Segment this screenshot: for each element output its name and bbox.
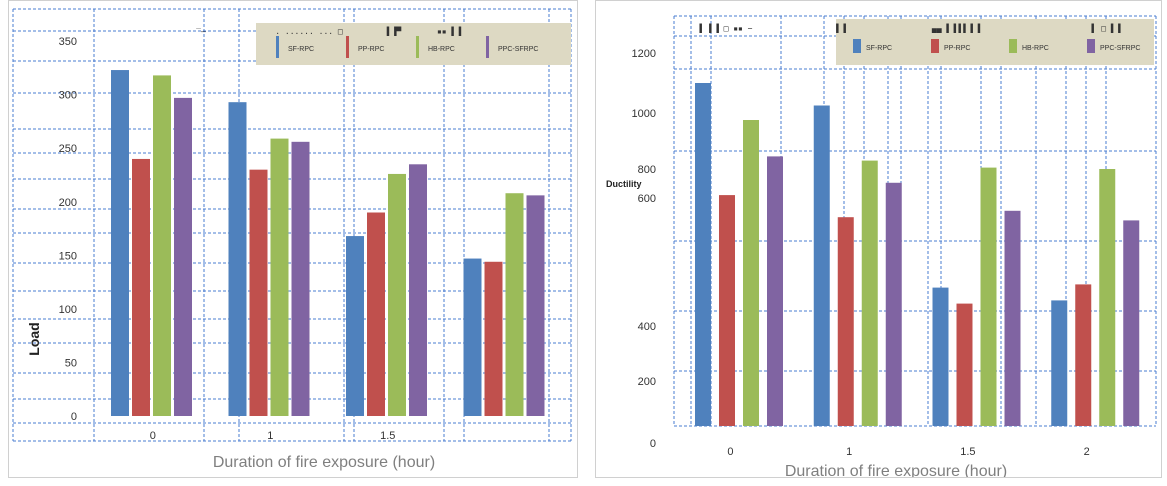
load-chart-panel: 0 50 100 150 200 250 300 350 0 1 1.5 Duration of fi… xyxy=(8,0,578,478)
y-tick-label: 250 xyxy=(59,143,77,155)
legend-garble: ▌ ▌▐ □ ▪▪ − xyxy=(699,23,753,33)
bar xyxy=(813,105,830,426)
bar xyxy=(346,236,364,416)
bar xyxy=(932,287,949,426)
bar xyxy=(505,193,524,416)
x-tick-label: 1.5 xyxy=(960,446,975,458)
legend-label: PP-RPC xyxy=(944,45,970,52)
bar xyxy=(463,258,482,416)
x-tick-label: 0 xyxy=(727,446,733,458)
bar xyxy=(526,195,545,416)
legend-garble: ▪▪ ▌▐ xyxy=(437,26,461,36)
x-axis-label: Duration of fire exposure (hour) xyxy=(785,463,1007,477)
bar xyxy=(980,167,997,426)
legend-garble: ▌▐▀ xyxy=(386,26,402,36)
y-tick-label: 200 xyxy=(638,376,656,388)
x-tick-label: 0 xyxy=(150,430,156,442)
ductility-chart: 0 200 400 600 800 1000 1200 Ductility 0 1 1.5 2 Dura… xyxy=(606,15,1157,477)
legend-swatch xyxy=(416,36,419,58)
legend-label: PP-RPC xyxy=(358,46,384,53)
bar xyxy=(695,83,711,426)
bar xyxy=(228,102,247,416)
bar xyxy=(388,173,406,416)
legend-swatch xyxy=(276,36,279,58)
legend-swatch xyxy=(346,36,349,58)
y-tick-label: 400 xyxy=(638,321,656,333)
legend-swatch xyxy=(486,36,489,58)
bar xyxy=(861,160,878,426)
y-tick-label: 0 xyxy=(650,438,656,450)
y-tick-label: 150 xyxy=(59,250,77,262)
y-tick-label: 1200 xyxy=(632,48,656,60)
legend-box xyxy=(836,19,1154,65)
bar xyxy=(1099,169,1116,426)
y-tick-label: 600 xyxy=(638,193,656,205)
legend-garble: ‾— xyxy=(196,27,206,36)
bar xyxy=(132,158,150,416)
legend-garble: ▌▐ xyxy=(835,23,846,33)
legend-label: SF-RPC xyxy=(288,46,314,53)
y-axis-label: Ductility xyxy=(606,179,642,189)
y-tick-label: 50 xyxy=(65,357,77,369)
y-tick-label: 200 xyxy=(59,197,77,209)
legend-garble: ▄▄ ▌▐▐▐ ▌▐ xyxy=(931,23,980,33)
load-chart: 0 50 100 150 200 250 300 350 0 1 1.5 Duration of fi… xyxy=(12,8,572,471)
bar xyxy=(174,97,192,416)
x-tick-label: 1 xyxy=(267,430,273,442)
bar xyxy=(1075,284,1092,426)
x-tick-label: 1.5 xyxy=(380,430,395,442)
grid-lines xyxy=(12,8,572,442)
bar xyxy=(1004,210,1021,426)
bar xyxy=(837,217,854,426)
y-tick-label: 0 xyxy=(71,411,77,423)
x-tick-label: 1 xyxy=(846,446,852,458)
bar xyxy=(1123,220,1140,426)
legend-swatch xyxy=(931,39,939,53)
legend-label: HB-RPC xyxy=(1022,45,1049,52)
ductility-chart-panel: 0 200 400 600 800 1000 1200 Ductility 0 1 1.5 2 Dura… xyxy=(595,0,1162,478)
bar xyxy=(409,164,427,416)
bar xyxy=(291,141,310,416)
legend-garble: ▌ □ ▌▐ xyxy=(1091,23,1121,33)
bar xyxy=(1051,300,1068,426)
y-tick-label: 300 xyxy=(59,90,77,102)
bar xyxy=(484,261,503,416)
bar xyxy=(885,182,902,426)
legend-garble: . ...... ... □ xyxy=(275,27,343,36)
legend-swatch xyxy=(1009,39,1017,53)
bar xyxy=(249,169,268,416)
legend-box xyxy=(256,23,571,65)
y-tick-label: 800 xyxy=(638,164,656,176)
x-axis-label: Duration of fire exposure (hour) xyxy=(213,454,435,471)
y-axis-label: Load xyxy=(26,322,42,355)
y-tick-label: 350 xyxy=(59,36,77,48)
legend-label: HB-RPC xyxy=(428,46,455,53)
y-tick-label: 100 xyxy=(59,304,77,316)
bar xyxy=(270,138,289,417)
bar xyxy=(956,303,973,426)
legend-label: SF-RPC xyxy=(866,45,892,52)
bar xyxy=(767,156,783,426)
y-tick-label: 1000 xyxy=(632,108,656,120)
x-tick-label: 2 xyxy=(1084,446,1090,458)
legend-label: PPC-SFRPC xyxy=(1100,45,1140,52)
legend-label: PPC-SFRPC xyxy=(498,46,538,53)
legend-swatch xyxy=(1087,39,1095,53)
bar xyxy=(111,70,129,417)
bar xyxy=(743,120,759,426)
bar xyxy=(719,195,735,426)
bar xyxy=(367,212,385,416)
bar xyxy=(153,75,171,416)
legend-swatch xyxy=(853,39,861,53)
